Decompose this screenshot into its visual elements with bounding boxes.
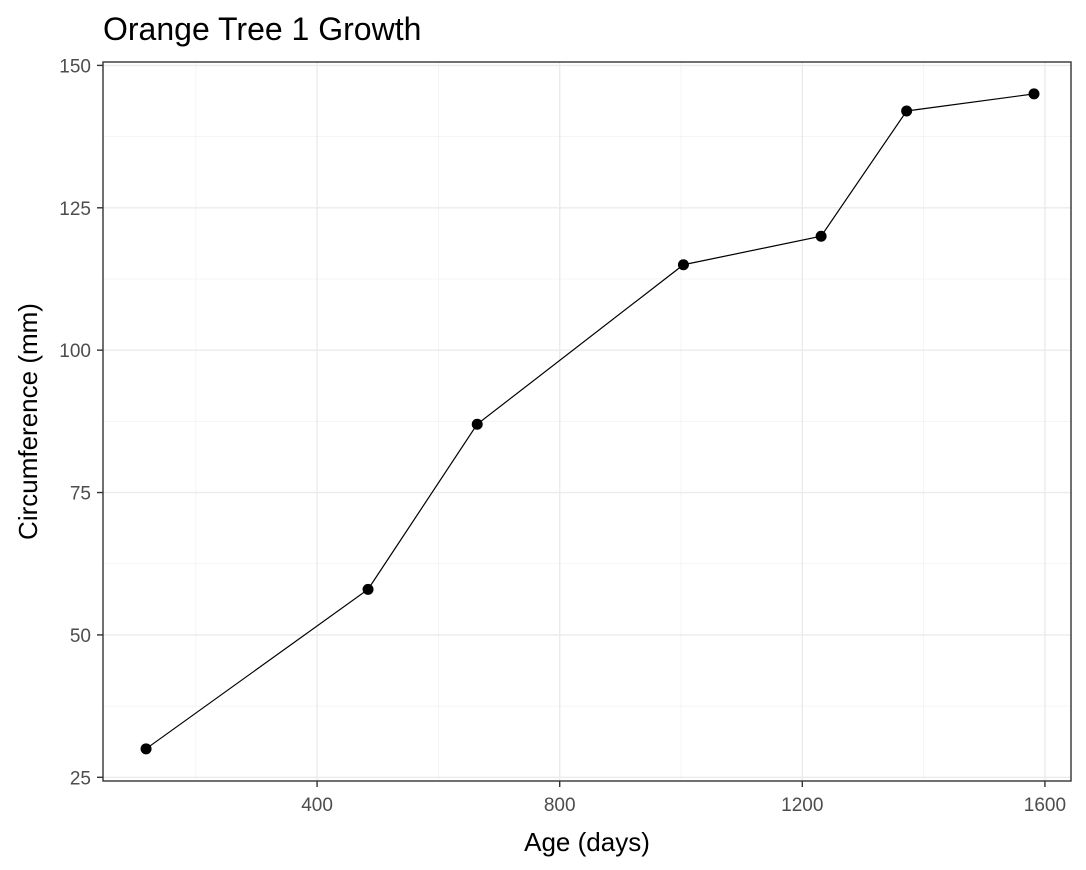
x-tick-label: 400 <box>301 795 333 816</box>
x-tick-label: 1600 <box>1024 795 1066 816</box>
grid <box>103 62 1071 781</box>
y-tick-label: 25 <box>70 768 91 789</box>
y-tick-label: 150 <box>59 56 91 77</box>
data-point <box>140 743 152 755</box>
y-axis-title: Circumference (mm) <box>13 303 43 540</box>
x-axis-title: Age (days) <box>524 827 650 857</box>
y-axis: 25 50 75 100 125 150 <box>59 56 103 789</box>
data-point <box>1028 88 1040 100</box>
data-point <box>471 418 483 430</box>
data-point <box>901 105 913 117</box>
y-tick-label: 125 <box>59 199 91 220</box>
data-point <box>362 583 374 595</box>
y-tick-label: 75 <box>70 484 91 505</box>
data-point <box>677 259 689 271</box>
x-tick-label: 1200 <box>781 795 823 816</box>
x-tick-label: 800 <box>544 795 576 816</box>
plot-panel-border <box>102 61 1072 782</box>
y-tick-label: 100 <box>59 341 91 362</box>
y-tick-label: 50 <box>70 626 91 647</box>
chart-title: Orange Tree 1 Growth <box>103 11 421 47</box>
series-layer <box>140 88 1040 755</box>
x-axis: 400 800 1200 1600 <box>301 781 1066 816</box>
data-point <box>815 230 827 242</box>
